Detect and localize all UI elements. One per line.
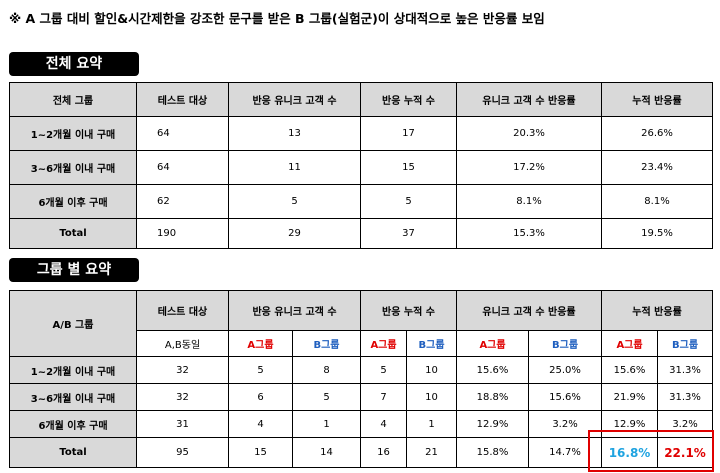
table-cell: 1 bbox=[406, 410, 458, 438]
table-row: 3~6개월 이내 구매 64 11 15 17.2% 23.4% bbox=[9, 150, 713, 185]
table-cell: 20.3% bbox=[456, 116, 602, 151]
table-cell: 11 bbox=[228, 150, 361, 185]
table-cell: 5 bbox=[228, 184, 361, 219]
table-row: 1~2개월 이내 구매 64 13 17 20.3% 26.6% bbox=[9, 116, 713, 151]
summary-header: 누적 반응률 bbox=[601, 82, 713, 117]
group-corner-header: A/B 그룹 bbox=[9, 290, 137, 357]
table-cell: 21.9% bbox=[601, 383, 659, 411]
summary-table: 전체 그룹 테스트 대상 반응 유니크 고객 수 반응 누적 수 유니크 고객 … bbox=[9, 82, 713, 249]
table-cell: 15.8% bbox=[456, 437, 530, 468]
table-cell: 8.1% bbox=[456, 184, 602, 219]
row-label: 6개월 이후 구매 bbox=[9, 410, 137, 438]
group-table: A/B 그룹 테스트 대상 반응 유니크 고객 수 반응 누적 수 유니크 고객… bbox=[9, 290, 714, 468]
summary-header: 전체 그룹 bbox=[9, 82, 137, 117]
subheader-b-group: B그룹 bbox=[406, 330, 458, 357]
table-cell: 15 bbox=[360, 150, 457, 185]
table-cell: 17.2% bbox=[456, 150, 602, 185]
table-cell: 29 bbox=[228, 218, 361, 249]
summary-header: 반응 유니크 고객 수 bbox=[228, 82, 361, 117]
summary-header: 테스트 대상 bbox=[136, 82, 229, 117]
row-label: Total bbox=[9, 218, 137, 249]
group-header: 테스트 대상 bbox=[136, 290, 229, 331]
summary-header: 반응 누적 수 bbox=[360, 82, 457, 117]
table-cell: 3.2% bbox=[657, 410, 714, 438]
table-cell: 95 bbox=[136, 437, 229, 468]
table-cell: 6 bbox=[228, 383, 293, 411]
group-header: 누적 반응률 bbox=[601, 290, 714, 331]
subheader-a-group: A그룹 bbox=[228, 330, 293, 357]
table-cell: 31.3% bbox=[657, 383, 714, 411]
summary-header-row: 전체 그룹 테스트 대상 반응 유니크 고객 수 반응 누적 수 유니크 고객 … bbox=[9, 82, 713, 117]
table-cell: 5 bbox=[360, 184, 457, 219]
table-cell: 15.6% bbox=[601, 356, 659, 384]
table-cell: 14 bbox=[291, 437, 362, 468]
subheader-a-group: A그룹 bbox=[360, 330, 408, 357]
table-cell: 31 bbox=[136, 410, 229, 438]
table-cell: 26.6% bbox=[601, 116, 713, 151]
section-title-summary: 전체 요약 bbox=[9, 52, 139, 76]
table-cell: 37 bbox=[360, 218, 457, 249]
table-cell: 64 bbox=[136, 116, 229, 151]
table-cell: 21 bbox=[406, 437, 458, 468]
table-cell: 5 bbox=[228, 356, 293, 384]
table-cell: 5 bbox=[291, 383, 362, 411]
table-cell: 13 bbox=[228, 116, 361, 151]
group-header: 유니크 고객 수 반응률 bbox=[456, 290, 603, 331]
table-cell: 12.9% bbox=[456, 410, 530, 438]
section-title-group: 그룹 별 요약 bbox=[9, 258, 139, 282]
row-label: 1~2개월 이내 구매 bbox=[9, 116, 137, 151]
table-cell: 190 bbox=[136, 218, 229, 249]
table-cell: 4 bbox=[228, 410, 293, 438]
table-cell: 8 bbox=[291, 356, 362, 384]
table-row: 6개월 이후 구매 62 5 5 8.1% 8.1% bbox=[9, 184, 713, 219]
table-cell: 18.8% bbox=[456, 383, 530, 411]
row-label: 3~6개월 이내 구매 bbox=[9, 383, 137, 411]
row-label: 1~2개월 이내 구매 bbox=[9, 356, 137, 384]
table-cell: 19.5% bbox=[601, 218, 713, 249]
group-header: 반응 누적 수 bbox=[360, 290, 458, 331]
headline: ※ A 그룹 대비 할인&시간제한을 강조한 문구를 받은 B 그룹(실험군)이… bbox=[9, 11, 545, 26]
table-cell: 16 bbox=[360, 437, 408, 468]
row-label: 3~6개월 이내 구매 bbox=[9, 150, 137, 185]
table-cell: 15.6% bbox=[528, 383, 603, 411]
row-label: 6개월 이후 구매 bbox=[9, 184, 137, 219]
highlight-cell-a-total: 16.8% bbox=[601, 437, 659, 468]
table-cell: 23.4% bbox=[601, 150, 713, 185]
table-cell: 25.0% bbox=[528, 356, 603, 384]
table-row: 1~2개월 이내 구매 32 5 8 5 10 15.6% 25.0% 15.6… bbox=[9, 356, 714, 384]
highlight-box bbox=[588, 430, 714, 472]
row-label: Total bbox=[9, 437, 137, 468]
subheader-a-group: A그룹 bbox=[456, 330, 530, 357]
table-cell: 1 bbox=[291, 410, 362, 438]
table-cell: 4 bbox=[360, 410, 408, 438]
table-row: 6개월 이후 구매 31 4 1 4 1 12.9% 3.2% 12.9% 3.… bbox=[9, 410, 714, 438]
group-header-row: A/B 그룹 테스트 대상 반응 유니크 고객 수 반응 누적 수 유니크 고객… bbox=[9, 290, 714, 357]
table-cell: 15 bbox=[228, 437, 293, 468]
subheader-b-group: B그룹 bbox=[291, 330, 362, 357]
table-row-total: Total 190 29 37 15.3% 19.5% bbox=[9, 218, 713, 249]
table-cell: 31.3% bbox=[657, 356, 714, 384]
table-cell: 7 bbox=[360, 383, 408, 411]
table-cell: 8.1% bbox=[601, 184, 713, 219]
table-cell: 5 bbox=[360, 356, 408, 384]
group-header: 반응 유니크 고객 수 bbox=[227, 290, 362, 331]
subheader-same: A,B동일 bbox=[136, 330, 229, 357]
table-cell: 10 bbox=[406, 383, 458, 411]
subheader-b-group: B그룹 bbox=[528, 330, 603, 357]
table-cell: 62 bbox=[136, 184, 229, 219]
table-cell: 15.6% bbox=[456, 356, 530, 384]
subheader-a-group: A그룹 bbox=[601, 330, 659, 357]
highlight-cell-b-total: 22.1% bbox=[657, 437, 714, 468]
table-cell: 64 bbox=[136, 150, 229, 185]
subheader-b-group: B그룹 bbox=[657, 330, 714, 357]
table-row: 3~6개월 이내 구매 32 6 5 7 10 18.8% 15.6% 21.9… bbox=[9, 383, 714, 411]
summary-header: 유니크 고객 수 반응률 bbox=[456, 82, 602, 117]
table-cell: 10 bbox=[406, 356, 458, 384]
table-cell: 32 bbox=[136, 356, 229, 384]
table-row-total: Total 95 15 14 16 21 15.8% 14.7% 16.8% 2… bbox=[9, 437, 714, 468]
table-cell: 17 bbox=[360, 116, 457, 151]
table-cell: 32 bbox=[136, 383, 229, 411]
table-cell: 15.3% bbox=[456, 218, 602, 249]
